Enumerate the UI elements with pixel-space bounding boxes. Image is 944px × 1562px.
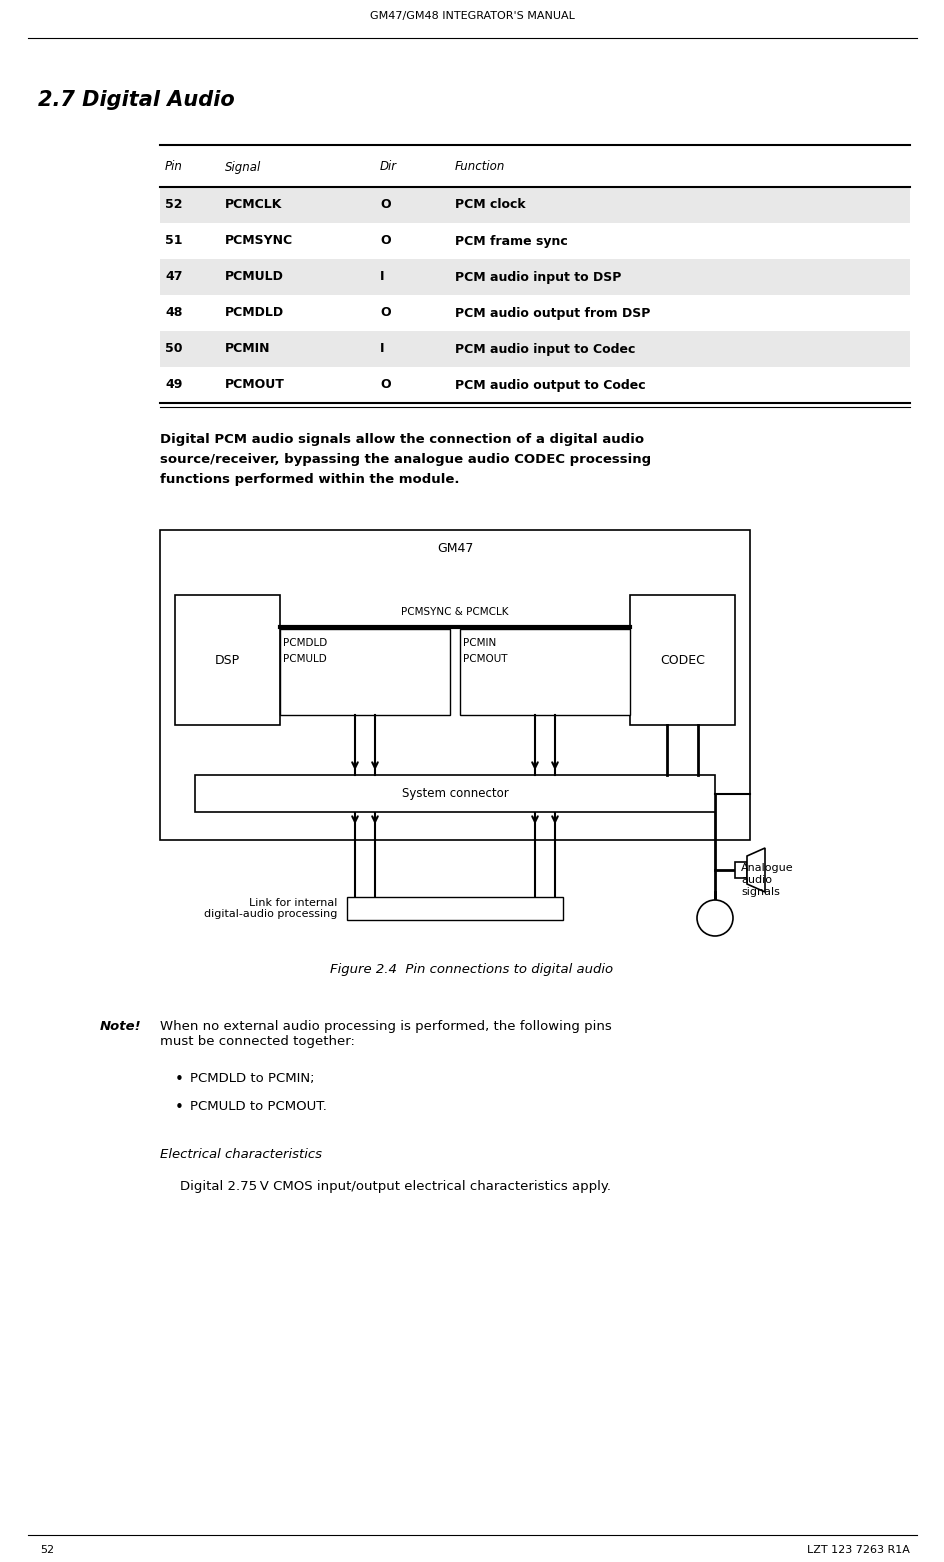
Text: I: I: [379, 342, 384, 356]
Text: Digital PCM audio signals allow the connection of a digital audio: Digital PCM audio signals allow the conn…: [160, 433, 644, 447]
Text: 2.7 Digital Audio: 2.7 Digital Audio: [38, 91, 234, 109]
Text: PCMSYNC: PCMSYNC: [225, 234, 293, 247]
Text: O: O: [379, 198, 390, 211]
Text: Figure 2.4  Pin connections to digital audio: Figure 2.4 Pin connections to digital au…: [330, 964, 613, 976]
Text: 52: 52: [165, 198, 182, 211]
Text: 47: 47: [165, 270, 182, 283]
Text: O: O: [379, 234, 390, 247]
Text: PCMOUT: PCMOUT: [463, 654, 507, 664]
Text: PCM audio output from DSP: PCM audio output from DSP: [454, 306, 649, 320]
Text: 52: 52: [40, 1545, 54, 1556]
Text: PCM frame sync: PCM frame sync: [454, 234, 567, 247]
Bar: [346, 897, 563, 920]
Bar: [160, 187, 909, 223]
Text: Signal: Signal: [225, 161, 261, 173]
Text: PCMULD: PCMULD: [282, 654, 327, 664]
Text: Digital 2.75 V CMOS input/output electrical characteristics apply.: Digital 2.75 V CMOS input/output electri…: [179, 1179, 611, 1193]
Text: PCM audio input to Codec: PCM audio input to Codec: [454, 342, 634, 356]
Circle shape: [697, 900, 733, 936]
Text: Dir: Dir: [379, 161, 396, 173]
Bar: [160, 530, 750, 840]
Text: 48: 48: [165, 306, 182, 320]
Text: PCMDLD: PCMDLD: [225, 306, 284, 320]
Text: PCMDLD to PCMIN;: PCMDLD to PCMIN;: [190, 1072, 314, 1086]
Text: 51: 51: [165, 234, 182, 247]
Text: Pin: Pin: [165, 161, 183, 173]
Bar: [160, 331, 909, 367]
Bar: [734, 862, 746, 878]
Bar: [630, 595, 734, 725]
Text: PCMDLD: PCMDLD: [282, 637, 327, 648]
Text: PCM clock: PCM clock: [454, 198, 525, 211]
Text: O: O: [379, 306, 390, 320]
Bar: [160, 367, 909, 403]
Text: •: •: [175, 1072, 184, 1087]
Polygon shape: [746, 848, 765, 892]
Text: functions performed within the module.: functions performed within the module.: [160, 473, 459, 486]
Text: PCMOUT: PCMOUT: [225, 378, 284, 392]
Bar: [460, 629, 630, 715]
Text: PCMIN: PCMIN: [225, 342, 270, 356]
Bar: [175, 595, 279, 725]
Bar: [194, 775, 715, 812]
Text: •: •: [175, 1100, 184, 1115]
Text: PCMSYNC & PCMCLK: PCMSYNC & PCMCLK: [401, 608, 508, 617]
Text: GM47/GM48 INTEGRATOR'S MANUAL: GM47/GM48 INTEGRATOR'S MANUAL: [369, 11, 574, 20]
Bar: [160, 259, 909, 295]
Bar: [279, 629, 449, 715]
Text: Electrical characteristics: Electrical characteristics: [160, 1148, 322, 1161]
Text: O: O: [379, 378, 390, 392]
Text: 49: 49: [165, 378, 182, 392]
Text: I: I: [379, 270, 384, 283]
Text: PCM audio input to DSP: PCM audio input to DSP: [454, 270, 621, 283]
Text: PCMULD to PCMOUT.: PCMULD to PCMOUT.: [190, 1100, 327, 1114]
Text: Link for internal
digital-audio processing: Link for internal digital-audio processi…: [203, 898, 337, 920]
Text: PCMIN: PCMIN: [463, 637, 496, 648]
Text: GM47: GM47: [436, 542, 473, 555]
Text: Note!: Note!: [100, 1020, 142, 1032]
Text: CODEC: CODEC: [659, 653, 704, 667]
Text: PCM audio output to Codec: PCM audio output to Codec: [454, 378, 645, 392]
Text: 50: 50: [165, 342, 182, 356]
Text: System connector: System connector: [401, 787, 508, 800]
Text: DSP: DSP: [214, 653, 240, 667]
Text: When no external audio processing is performed, the following pins
must be conne: When no external audio processing is per…: [160, 1020, 611, 1048]
Text: Analogue
audio
signals: Analogue audio signals: [740, 864, 793, 897]
Text: PCMULD: PCMULD: [225, 270, 283, 283]
Text: source/receiver, bypassing the analogue audio CODEC processing: source/receiver, bypassing the analogue …: [160, 453, 650, 465]
Text: Function: Function: [454, 161, 505, 173]
Bar: [160, 223, 909, 259]
Bar: [160, 295, 909, 331]
Text: LZT 123 7263 R1A: LZT 123 7263 R1A: [806, 1545, 909, 1556]
Text: PCMCLK: PCMCLK: [225, 198, 282, 211]
